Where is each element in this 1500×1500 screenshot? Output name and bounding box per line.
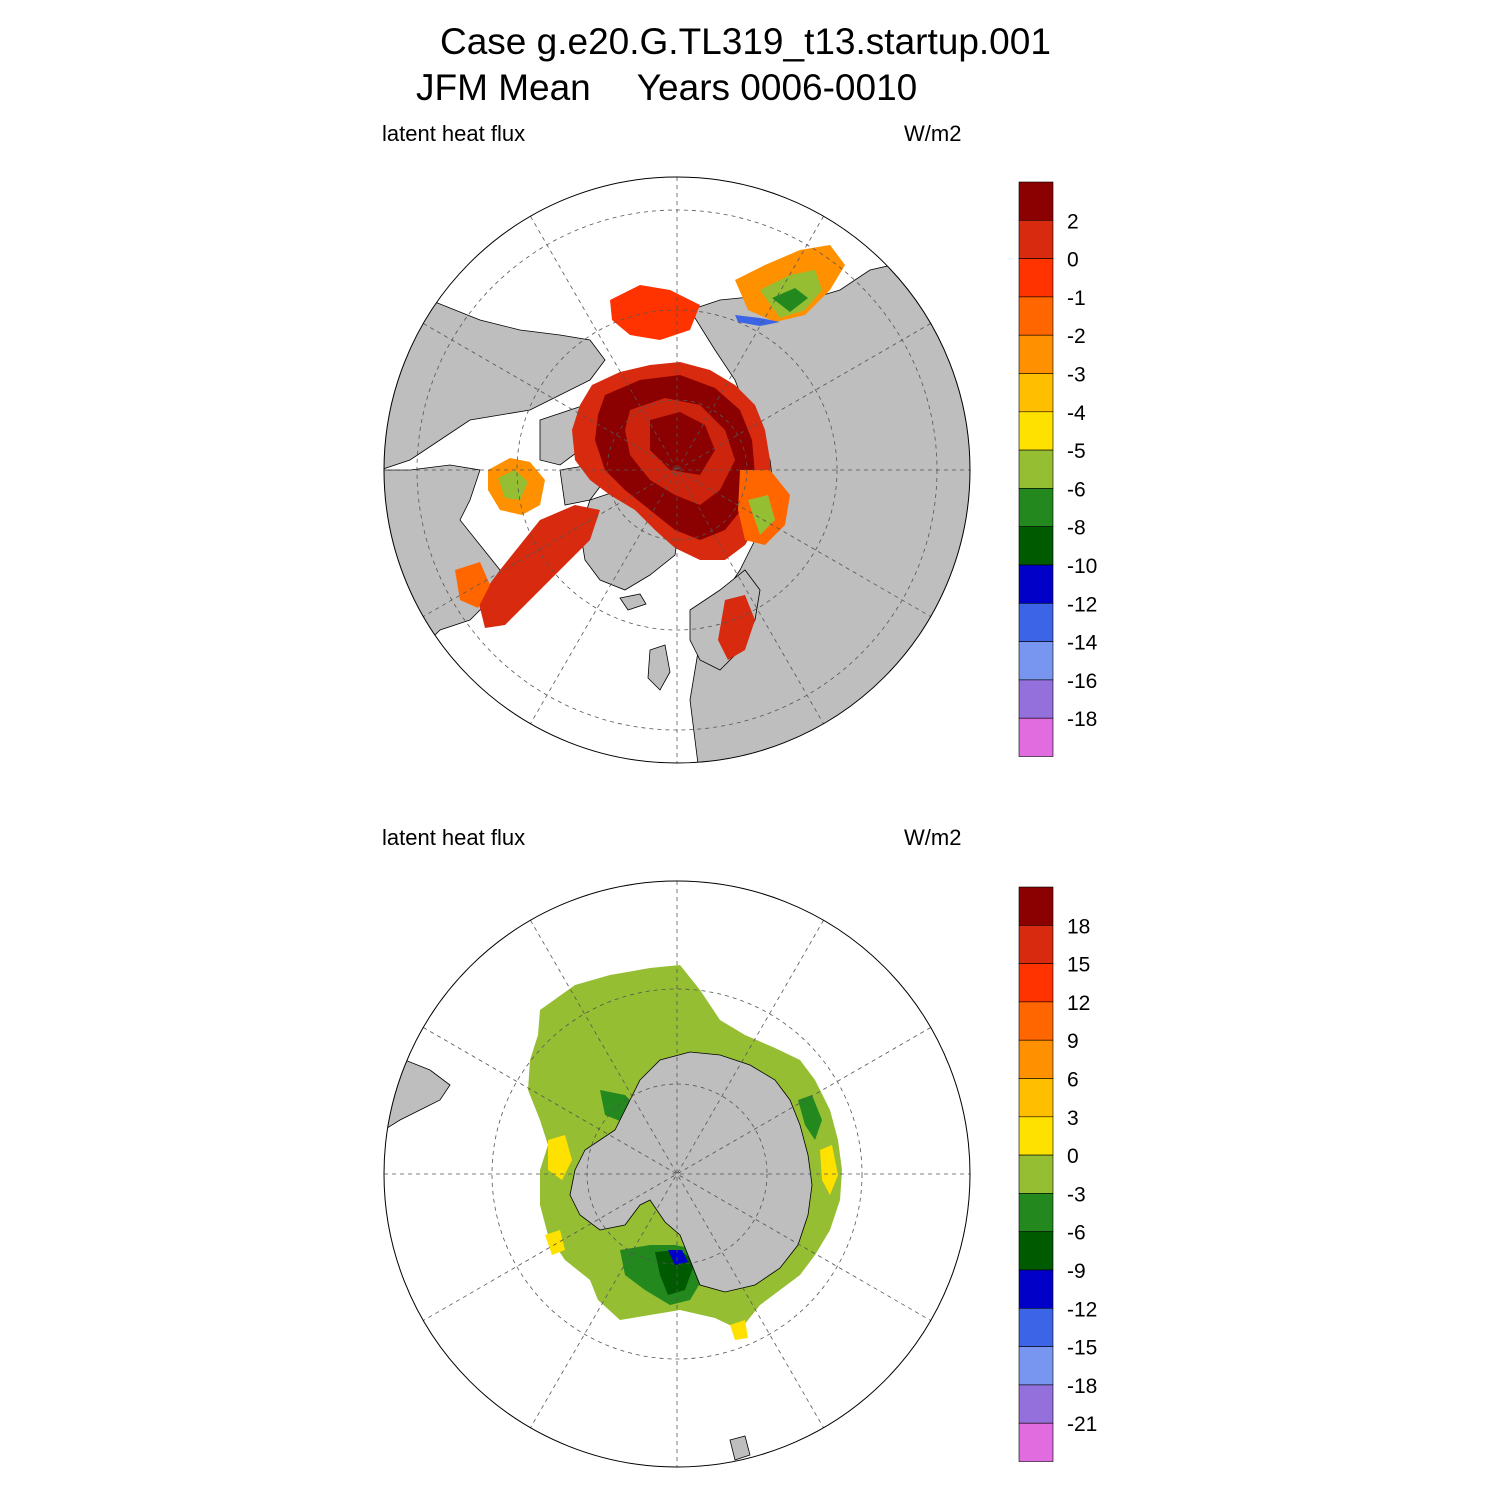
north-colorbar-label: -2 [1067, 325, 1086, 348]
north-variable-label: latent heat flux [382, 121, 526, 146]
south-colorbar-label: -3 [1067, 1183, 1086, 1206]
north-colorbar-box [1018, 220, 1054, 259]
north-colorbar-label: -5 [1067, 440, 1086, 463]
north-colorbar-box [1018, 564, 1054, 604]
north-colorbar-box [1018, 449, 1054, 489]
north-colorbar-box [1018, 258, 1054, 298]
north-units-label: W/m2 [904, 121, 962, 146]
north-colorbar-label: -14 [1067, 632, 1098, 655]
north-colorbar-box [1018, 373, 1054, 413]
south-colorbar-box [1018, 1039, 1054, 1079]
season-label: JFM Mean [416, 67, 591, 108]
south-variable-label: latent heat flux [382, 825, 526, 850]
north-colorbar-label: -4 [1067, 402, 1086, 425]
north-colorbar-label: -12 [1067, 593, 1097, 616]
south-colorbar-label: 18 [1067, 915, 1090, 938]
south-map-border [383, 880, 971, 1468]
south-colorbar-label: -21 [1067, 1413, 1097, 1436]
south-colorbar-label: -12 [1067, 1298, 1097, 1321]
north-colorbar-label: -16 [1067, 670, 1097, 693]
north-colorbar-box [1018, 679, 1054, 719]
north-colorbar-label: -10 [1067, 555, 1097, 578]
north-colorbar-label: -8 [1067, 517, 1086, 540]
case-title: Case g.e20.G.TL319_t13.startup.001 [440, 21, 1051, 62]
north-colorbar-box [1018, 717, 1054, 757]
south-colorbar-box [1018, 924, 1054, 964]
south-colorbar: 18 15 12 9 6 3 0 -3 -6 -9 -12 -15 -18 -21 [1018, 886, 1097, 1462]
south-colorbar-label: -18 [1067, 1375, 1097, 1398]
north-colorbar-label: 0 [1067, 249, 1079, 272]
south-colorbar-box [1018, 886, 1054, 926]
south-colorbar-label: 3 [1067, 1107, 1079, 1130]
south-colorbar-box [1018, 1078, 1054, 1118]
south-colorbar-box [1018, 1269, 1054, 1309]
north-map-border [383, 176, 971, 764]
south-colorbar-box [1018, 1422, 1054, 1462]
north-colorbar-box [1018, 334, 1054, 374]
north-colorbar-label: -6 [1067, 478, 1086, 501]
north-colorbar-box [1018, 641, 1054, 681]
north-polar-map [383, 176, 971, 764]
south-colorbar-label: -9 [1067, 1260, 1086, 1283]
north-colorbar-box [1018, 526, 1054, 566]
north-colorbar-box [1018, 181, 1054, 221]
south-polar-map [383, 880, 971, 1468]
south-colorbar-box [1018, 1001, 1054, 1041]
north-graticule [384, 177, 970, 763]
south-colorbar-box [1018, 1193, 1054, 1233]
north-colorbar: 2 0 -1 -2 -3 -4 -5 -6 -8 -10 -12 -14 -16 -18 [1018, 181, 1098, 757]
south-colorbar-box [1018, 1346, 1054, 1386]
south-graticule [384, 881, 970, 1467]
south-colorbar-box [1018, 1154, 1054, 1194]
south-colorbar-label: -6 [1067, 1222, 1086, 1245]
north-colorbar-box [1018, 411, 1054, 451]
south-units-label: W/m2 [904, 825, 962, 850]
south-colorbar-label: 9 [1067, 1030, 1079, 1053]
north-colorbar-box [1018, 296, 1054, 336]
south-colorbar-box [1018, 1384, 1054, 1424]
south-colorbar-label: 15 [1067, 954, 1090, 977]
north-colorbar-box [1018, 602, 1054, 642]
north-colorbar-label: 2 [1067, 210, 1079, 233]
south-colorbar-box [1018, 963, 1054, 1003]
south-colorbar-box [1018, 1231, 1054, 1271]
south-colorbar-label: 0 [1067, 1145, 1079, 1168]
period-title: JFM Mean Years 0006-0010 [416, 66, 917, 110]
south-colorbar-label: 12 [1067, 992, 1090, 1015]
north-colorbar-box [1018, 488, 1054, 527]
north-colorbar-label: -18 [1067, 708, 1097, 731]
south-colorbar-label: 6 [1067, 1069, 1079, 1092]
south-colorbar-box [1018, 1116, 1054, 1156]
north-colorbar-label: -3 [1067, 364, 1086, 387]
south-colorbar-label: -15 [1067, 1337, 1097, 1360]
north-colorbar-label: -1 [1067, 287, 1086, 310]
south-colorbar-box [1018, 1308, 1054, 1347]
years-label: Years 0006-0010 [636, 67, 918, 108]
